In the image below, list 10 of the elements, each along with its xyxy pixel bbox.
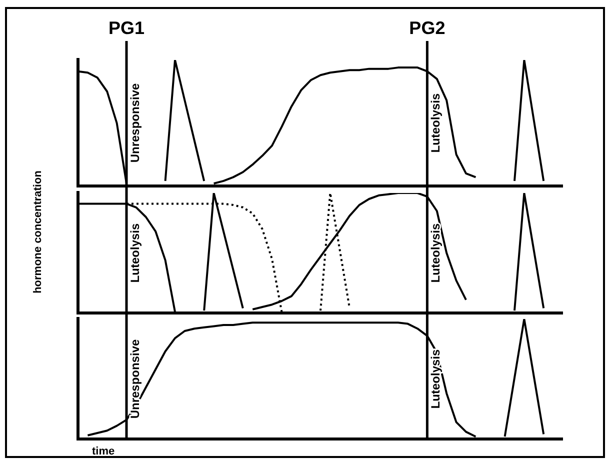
annotation: Unresponsive bbox=[128, 82, 142, 163]
annotation: Luteolysis bbox=[428, 93, 443, 153]
x-axis-title: time bbox=[92, 446, 115, 458]
x-tick-label: PG1 bbox=[108, 18, 145, 38]
y-axis-title: hormone concentration bbox=[32, 170, 44, 294]
annotation: Luteolysis bbox=[428, 223, 443, 283]
annotation: Unresponsive bbox=[128, 338, 142, 419]
annotation: Luteolysis bbox=[428, 349, 443, 409]
annotation: Luteolysis bbox=[128, 223, 142, 283]
x-tick-label: PG2 bbox=[409, 18, 446, 38]
